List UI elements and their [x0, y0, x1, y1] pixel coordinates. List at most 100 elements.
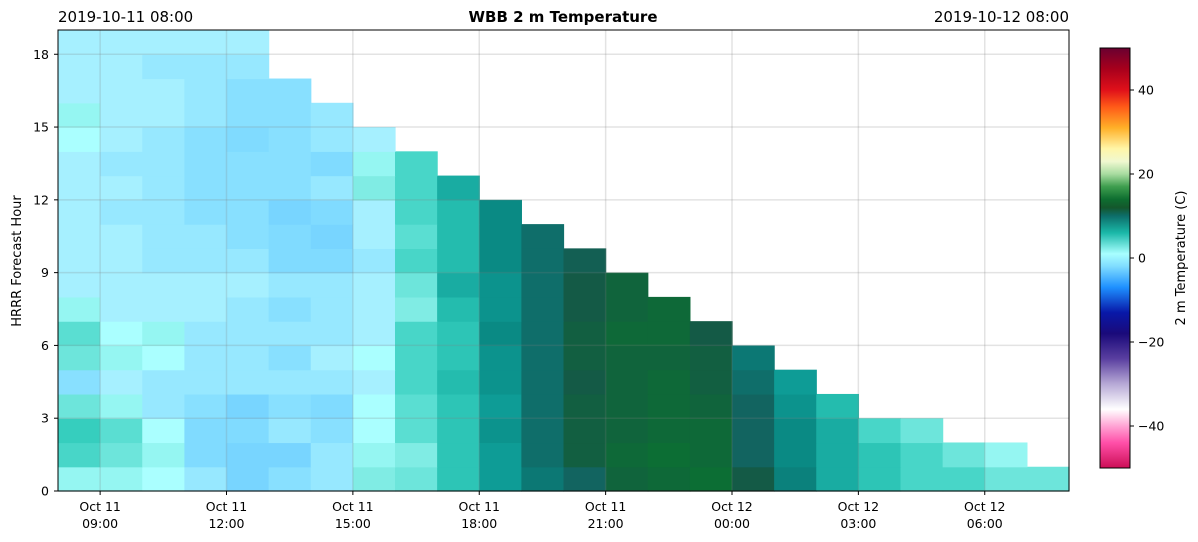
- heatmap-cell: [521, 224, 565, 249]
- heatmap-cell: [774, 393, 817, 419]
- heatmap-cell: [58, 199, 101, 225]
- x-tick-date: Oct 11: [206, 499, 248, 514]
- heatmap-cell: [268, 248, 312, 274]
- heatmap-cell: [689, 466, 733, 492]
- heatmap-cell: [816, 418, 859, 444]
- heatmap-cell: [184, 151, 228, 177]
- heatmap-cell: [226, 442, 270, 468]
- heatmap-cell: [184, 442, 228, 468]
- heatmap-cell: [732, 418, 775, 444]
- heatmap-cell: [563, 248, 607, 274]
- heatmap-cell: [605, 296, 649, 322]
- heatmap-cell: [226, 175, 270, 201]
- heatmap-cell: [689, 345, 733, 371]
- x-tick-date: Oct 11: [585, 499, 627, 514]
- heatmap-cell: [226, 272, 270, 298]
- heatmap-cell: [563, 418, 607, 444]
- heatmap-cell: [942, 442, 986, 468]
- heatmap-cell: [268, 272, 312, 298]
- heatmap-cell: [58, 296, 101, 322]
- heatmap-cell: [58, 393, 101, 419]
- heatmap-cell: [100, 321, 143, 347]
- heatmap-cell: [142, 369, 185, 395]
- heatmap-cell: [352, 393, 396, 419]
- heatmap-cell: [100, 30, 143, 55]
- heatmap-cell: [184, 199, 228, 225]
- heatmap-cell: [352, 127, 396, 152]
- x-tick-time: 03:00: [840, 516, 876, 531]
- heatmap-cell: [226, 321, 270, 347]
- y-tick-label: 9: [41, 265, 49, 280]
- heatmap-cell: [310, 127, 354, 152]
- heatmap-cell: [100, 442, 143, 468]
- colorbar-ticks: −40 −20 0 20 40: [1130, 83, 1164, 434]
- heatmap-cell: [563, 393, 607, 419]
- heatmap-cell: [479, 369, 522, 395]
- heatmap-cell: [479, 393, 522, 419]
- heatmap-cell: [226, 296, 270, 322]
- x-tick-time: 18:00: [461, 516, 497, 531]
- heatmap-cell: [352, 321, 396, 347]
- heatmap-cell: [352, 466, 396, 492]
- heatmap-cell: [142, 442, 185, 468]
- heatmap-cell: [521, 272, 565, 298]
- heatmap-cell: [142, 127, 185, 152]
- heatmap-cell: [858, 442, 902, 468]
- heatmap-cell: [268, 321, 312, 347]
- heatmap-cell: [647, 369, 691, 395]
- heatmap-cell: [310, 418, 354, 444]
- heatmap-cell: [58, 224, 101, 249]
- heatmap-cell: [184, 102, 228, 128]
- heatmap-cell: [268, 296, 312, 322]
- heatmap-cell: [226, 224, 270, 249]
- heatmap-cell: [479, 442, 522, 468]
- heatmap-cell: [184, 393, 228, 419]
- heatmap-cell: [774, 466, 817, 492]
- heatmap-cell: [647, 442, 691, 468]
- heatmap-cell: [58, 321, 101, 347]
- heatmap-cell: [437, 393, 480, 419]
- heatmap-cell: [647, 466, 691, 492]
- heatmap-cell: [352, 296, 396, 322]
- heatmap-cell: [268, 345, 312, 371]
- heatmap-cell: [605, 369, 649, 395]
- heatmap-cell: [816, 442, 859, 468]
- heatmap-cell: [352, 418, 396, 444]
- heatmap-cell: [647, 345, 691, 371]
- heatmap-cell: [689, 393, 733, 419]
- heatmap-cell: [100, 418, 143, 444]
- heatmap-cell: [395, 442, 438, 468]
- heatmap-cell: [226, 369, 270, 395]
- heatmap-cell: [184, 224, 228, 249]
- heatmap-cell: [268, 151, 312, 177]
- heatmap-cell: [226, 248, 270, 274]
- heatmap-cell: [268, 199, 312, 225]
- heatmap-cell: [100, 393, 143, 419]
- heatmap-cell: [100, 54, 143, 80]
- y-axis: 0 3 6 9 12 15 18: [33, 47, 58, 499]
- heatmap-cell: [521, 369, 565, 395]
- heatmap-cell: [100, 272, 143, 298]
- heatmap-cell: [984, 466, 1028, 492]
- heatmap-cell: [58, 369, 101, 395]
- heatmap-cell: [226, 30, 270, 55]
- heatmap-cell: [395, 199, 438, 225]
- heatmap-cell: [647, 321, 691, 347]
- x-tick-date: Oct 12: [838, 499, 880, 514]
- heatmap-cell: [58, 345, 101, 371]
- heatmap-cell: [521, 393, 565, 419]
- heatmap-cell: [352, 175, 396, 201]
- heatmap-cell: [732, 442, 775, 468]
- heatmap-cell: [310, 224, 354, 249]
- heatmap-cell: [521, 418, 565, 444]
- heatmap-cell: [437, 175, 480, 201]
- heatmap-cell: [395, 369, 438, 395]
- heatmap-cell: [563, 466, 607, 492]
- heatmap-cell: [605, 466, 649, 492]
- heatmap-cell: [310, 248, 354, 274]
- heatmap-cell: [942, 466, 986, 492]
- heatmap-cell: [268, 369, 312, 395]
- heatmap-cell: [58, 442, 101, 468]
- heatmap-cell: [142, 224, 185, 249]
- colorbar-tick-label: 0: [1138, 251, 1146, 266]
